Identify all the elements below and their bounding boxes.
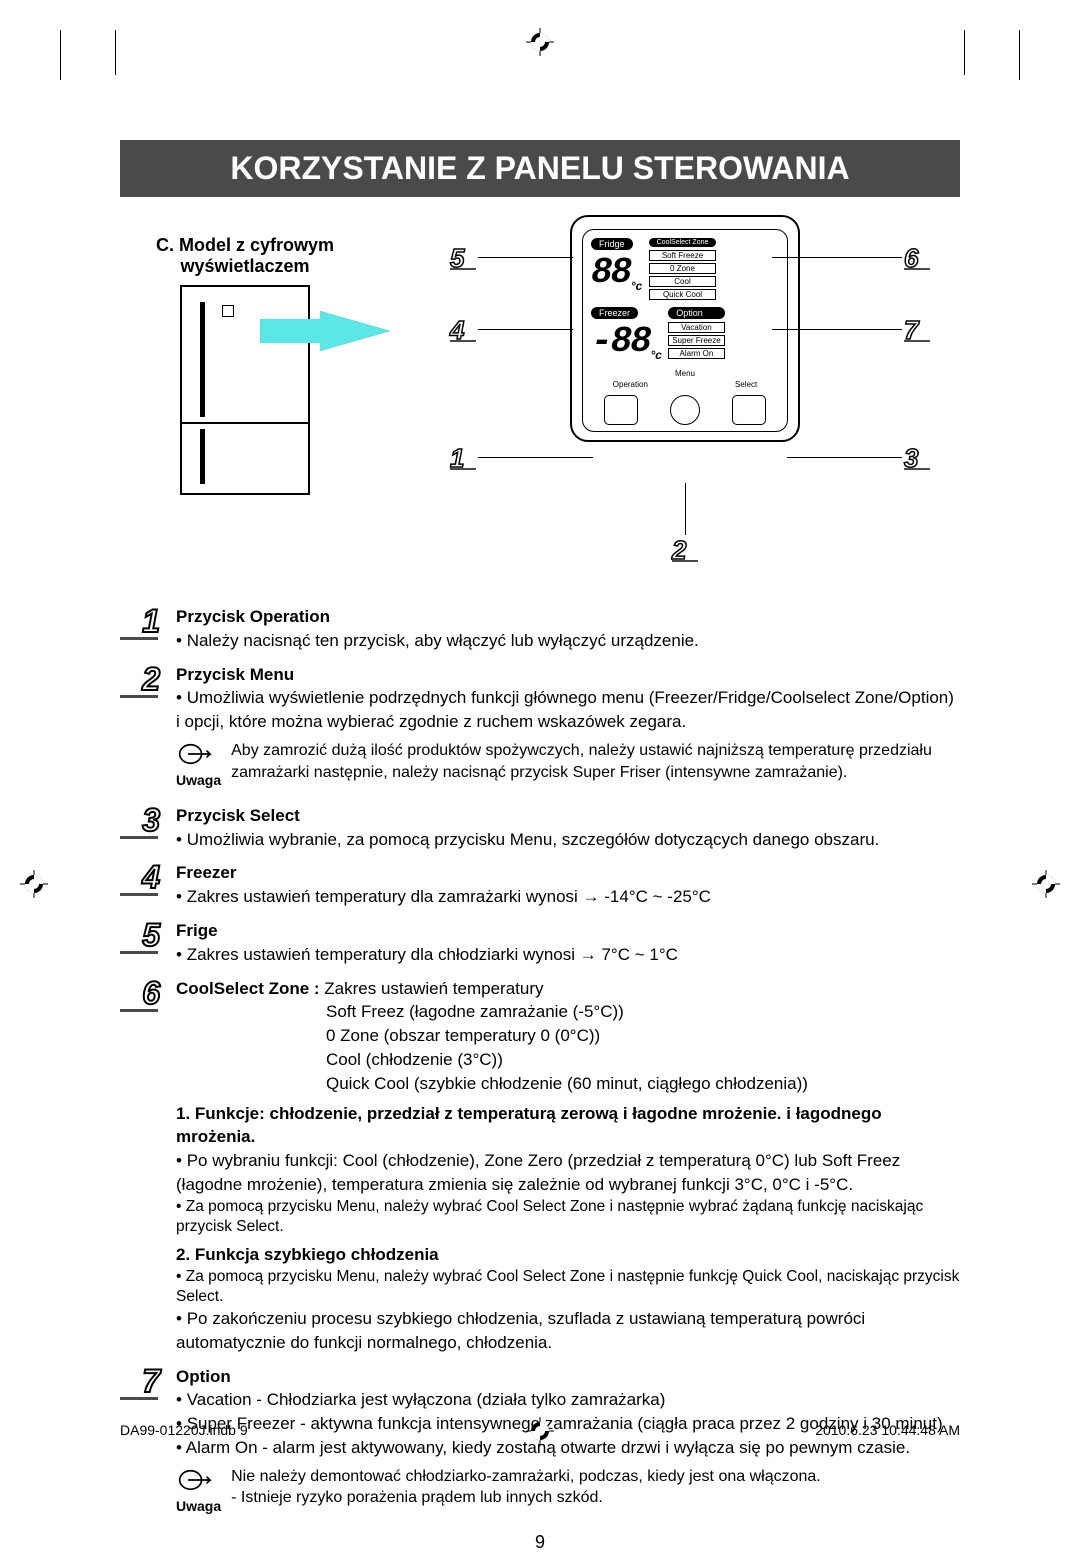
registration-mark-icon — [526, 28, 554, 56]
item-2-note-text: Aby zamrozić dużą ilość produktów spożyw… — [231, 740, 960, 783]
item-1-text: Należy nacisnąć ten przycisk, aby włączy… — [176, 631, 699, 650]
crop-mark — [60, 30, 61, 80]
item-7-note-l1: Nie należy demontować chłodziarko-zamraż… — [231, 1468, 821, 1485]
csz-line-4: Quick Cool (szybkie chłodzenie (60 minut… — [326, 1074, 808, 1093]
item-6-sub2-b1: Za pomocą przycisku Menu, należy wybrać … — [176, 1267, 960, 1307]
note-label: Uwaga — [176, 772, 221, 788]
control-panel-illustration: Fridge 88°c CoolSelect Zone Soft Freeze … — [570, 215, 800, 442]
footer-right: 2010.6.23 10:44:48 AM — [815, 1422, 960, 1438]
fridge-temp-display: 88°c — [591, 252, 641, 294]
item-3-title: Przycisk Select — [176, 806, 300, 825]
item-6-sub1-b1: Po wybraniu funkcji: Cool (chłodzenie), … — [176, 1149, 960, 1197]
menu-label: Menu — [591, 369, 779, 378]
fridge-illustration — [180, 285, 310, 495]
item-3-text: Umożliwia wybranie, za pomocą przycisku … — [176, 830, 879, 849]
callout-2: 2 — [672, 535, 698, 562]
item-6-title-prefix: CoolSelect Zone : — [176, 979, 320, 998]
list-item-5: 5 Frige Zakres ustawień temperatury dla … — [120, 919, 960, 967]
item-7-note-l2: - Istnieje ryzyko porażenia prądem lub i… — [231, 1489, 603, 1506]
registration-mark-icon — [1032, 870, 1060, 898]
registration-mark-icon — [526, 1417, 554, 1445]
opt-alarm-on: Alarm On — [668, 348, 724, 359]
callout-5: 5 — [450, 243, 476, 270]
opt-super-freeze: Super Freeze — [668, 335, 724, 346]
list-item-6: 6 CoolSelect Zone : Zakres ustawień temp… — [120, 977, 960, 1355]
item-7-b1: Vacation - Chłodziarka jest wyłączona (d… — [176, 1390, 665, 1409]
page-number: 9 — [120, 1532, 960, 1553]
registration-mark-icon — [20, 870, 48, 898]
page-title-banner: KORZYSTANIE Z PANELU STEROWANIA — [120, 140, 960, 197]
option-pill: Option — [668, 307, 724, 319]
operation-label: Operation — [613, 380, 648, 389]
item-1-title: Przycisk Operation — [176, 607, 330, 626]
crop-mark — [115, 30, 116, 75]
leader-line — [685, 483, 686, 535]
item-2-title: Przycisk Menu — [176, 665, 294, 684]
item-5-text: Zakres ustawień temperatury dla chłodzia… — [176, 945, 678, 964]
callout-6: 6 — [904, 243, 930, 270]
fridge-pill: Fridge — [591, 238, 633, 250]
item-6-sub1-title: 1. Funkcje: chłodzenie, przedział z temp… — [176, 1102, 960, 1150]
leader-line — [478, 457, 593, 458]
list-item-2: 2 Przycisk Menu Umożliwia wyświetlenie p… — [120, 663, 960, 794]
callout-7: 7 — [904, 315, 930, 342]
leader-line — [787, 457, 902, 458]
opt-soft-freeze: Soft Freeze — [649, 250, 717, 261]
item-6-sub2-b2: Po zakończeniu procesu szybkiego chłodze… — [176, 1307, 960, 1355]
menu-button[interactable] — [670, 395, 700, 425]
opt-0-zone: 0 Zone — [649, 263, 717, 274]
opt-cool: Cool — [649, 276, 717, 287]
note-label: Uwaga — [176, 1498, 221, 1514]
select-label: Select — [735, 380, 757, 389]
arrow-icon — [320, 311, 390, 351]
item-7-title: Option — [176, 1367, 231, 1386]
section-subtitle: C. Model z cyfrowym wyświetlaczem — [120, 235, 370, 277]
list-item-3: 3 Przycisk Select Umożliwia wybranie, za… — [120, 804, 960, 852]
csz-line-2: 0 Zone (obszar temperatury 0 (0°C)) — [326, 1026, 600, 1045]
opt-vacation: Vacation — [668, 322, 724, 333]
csz-line-3: Cool (chłodzenie (3°C)) — [326, 1050, 503, 1069]
item-4-text: Zakres ustawień temperatury dla zamrażar… — [176, 887, 711, 906]
crop-mark — [1019, 30, 1020, 80]
callout-3: 3 — [904, 443, 930, 470]
crop-mark — [964, 30, 965, 75]
item-5-title: Frige — [176, 921, 218, 940]
item-4-title: Freezer — [176, 863, 236, 882]
item-6-sub1-b2: Za pomocą przycisku Menu, należy wybrać … — [176, 1197, 960, 1237]
leader-line — [478, 257, 573, 258]
callout-4: 4 — [450, 315, 476, 342]
item-6-title-rest: Zakres ustawień temperatury — [320, 979, 544, 998]
leader-line — [478, 329, 573, 330]
coolselect-pill: CoolSelect Zone — [649, 238, 717, 247]
list-item-1: 1 Przycisk Operation Należy nacisnąć ten… — [120, 605, 960, 653]
hand-note-icon — [178, 1466, 220, 1494]
footer-left: DA99-01220J.indb 9 — [120, 1422, 248, 1438]
csz-line-1: Soft Freez (łagodne zamrażanie (-5°C)) — [326, 1002, 624, 1021]
operation-button[interactable] — [604, 395, 638, 425]
opt-quick-cool: Quick Cool — [649, 289, 717, 300]
item-6-sub2-title: 2. Funkcja szybkiego chłodzenia — [176, 1243, 960, 1267]
item-2-text: Umożliwia wyświetlenie podrzędnych funkc… — [176, 688, 954, 731]
freezer-pill: Freezer — [591, 307, 638, 319]
list-item-4: 4 Freezer Zakres ustawień temperatury dl… — [120, 861, 960, 909]
freezer-temp-display: -88°c — [591, 321, 660, 363]
callout-1: 1 — [450, 443, 476, 470]
hand-note-icon — [178, 740, 220, 768]
select-button[interactable] — [732, 395, 766, 425]
